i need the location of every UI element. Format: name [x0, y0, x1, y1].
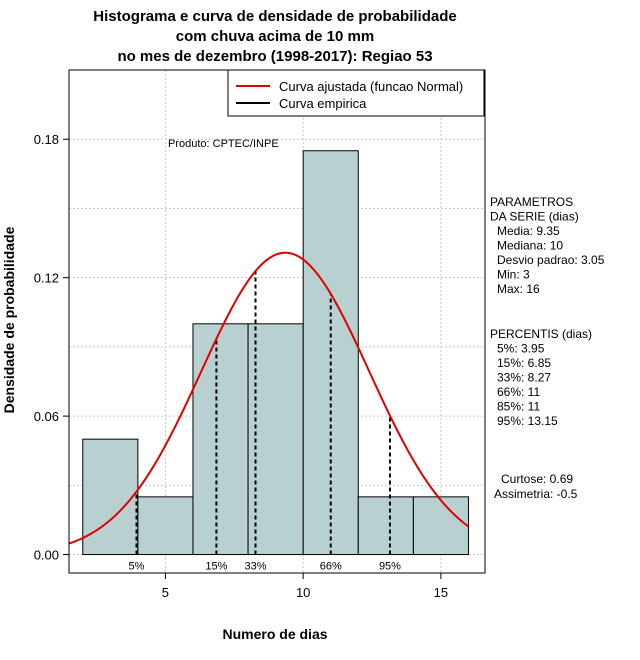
- parameter-line: Desvio padrao: 3.05: [497, 253, 605, 267]
- percentile-label: 33%: [244, 561, 266, 573]
- legend-box: [227, 69, 485, 117]
- x-tick-label: 15: [434, 585, 448, 600]
- product-label: Produto: CPTEC/INPE: [168, 138, 279, 150]
- parameter-line: Max: 16: [497, 282, 540, 296]
- percentile-label: 5%: [129, 561, 145, 573]
- percentile-label: 15%: [205, 561, 227, 573]
- shape-stat-line: Assimetria: -0.5: [494, 487, 578, 501]
- chart-title: Histograma e curva de densidade de proba…: [93, 8, 456, 65]
- percentile-stat-line: 66%: 11: [497, 385, 540, 399]
- chart-title-line-3: no mes de dezembro (1998-2017): Regiao 5…: [117, 48, 432, 65]
- y-tick-label: 0.18: [34, 132, 59, 147]
- x-tick-label: 10: [296, 585, 310, 600]
- percentile-lines: 5% 15% 33% 66% 95%: [129, 271, 401, 573]
- legend-label-normal: Curva ajustada (funcao Normal): [279, 79, 463, 94]
- percentile-stat-line: 33%: 8.27: [497, 371, 551, 385]
- parameter-line: Mediana: 10: [497, 239, 563, 253]
- parameter-line: Min: 3: [497, 268, 530, 282]
- histogram-bar: [357, 496, 414, 556]
- y-axis-label: Densidade de probabilidade: [1, 226, 17, 413]
- y-tick-label: 0.12: [34, 271, 59, 286]
- legend-label-empirical: Curva empirica: [279, 96, 367, 111]
- legend: Curva ajustada (funcao Normal) Curva emp…: [227, 69, 485, 117]
- parameter-line: Media: 9.35: [497, 224, 560, 238]
- chart-title-line-1: Histograma e curva de densidade de proba…: [93, 8, 456, 25]
- percentile-label: 66%: [320, 561, 342, 573]
- percentile-label: 95%: [379, 561, 401, 573]
- histogram-bar: [192, 323, 249, 556]
- histogram-bar: [82, 438, 139, 556]
- x-axis-label: Numero de dias: [222, 626, 327, 642]
- histogram-bars: [82, 150, 469, 556]
- x-tick-label: 5: [162, 585, 169, 600]
- y-tick-label: 0.00: [34, 548, 59, 563]
- histogram-bar: [247, 323, 304, 556]
- percentile-stat-line: 85%: 11: [497, 400, 540, 414]
- chart-title-line-2: com chuva acima de 10 mm: [176, 28, 374, 45]
- normal-curve: [68, 251, 470, 545]
- y-tick-label: 0.06: [34, 409, 59, 424]
- parameter-line: PARAMETROS: [490, 195, 573, 209]
- shape-stat-line: Curtose: 0.69: [501, 472, 573, 486]
- y-axis: 0.00 0.06 0.12 0.18: [34, 132, 69, 563]
- percentile-stat-line: PERCENTIS (dias): [490, 327, 592, 341]
- percentile-stat-line: 95%: 13.15: [497, 414, 558, 428]
- histogram-bar: [412, 496, 469, 556]
- histogram-bar: [302, 150, 359, 556]
- percentile-stat-line: 5%: 3.95: [497, 342, 545, 356]
- parameter-line: DA SERIE (dias): [490, 210, 579, 224]
- normal-curve-group: [68, 251, 470, 545]
- histogram-bar: [137, 496, 194, 556]
- percentile-stat-line: 15%: 6.85: [497, 356, 551, 370]
- x-axis: 5 10 15: [162, 573, 448, 600]
